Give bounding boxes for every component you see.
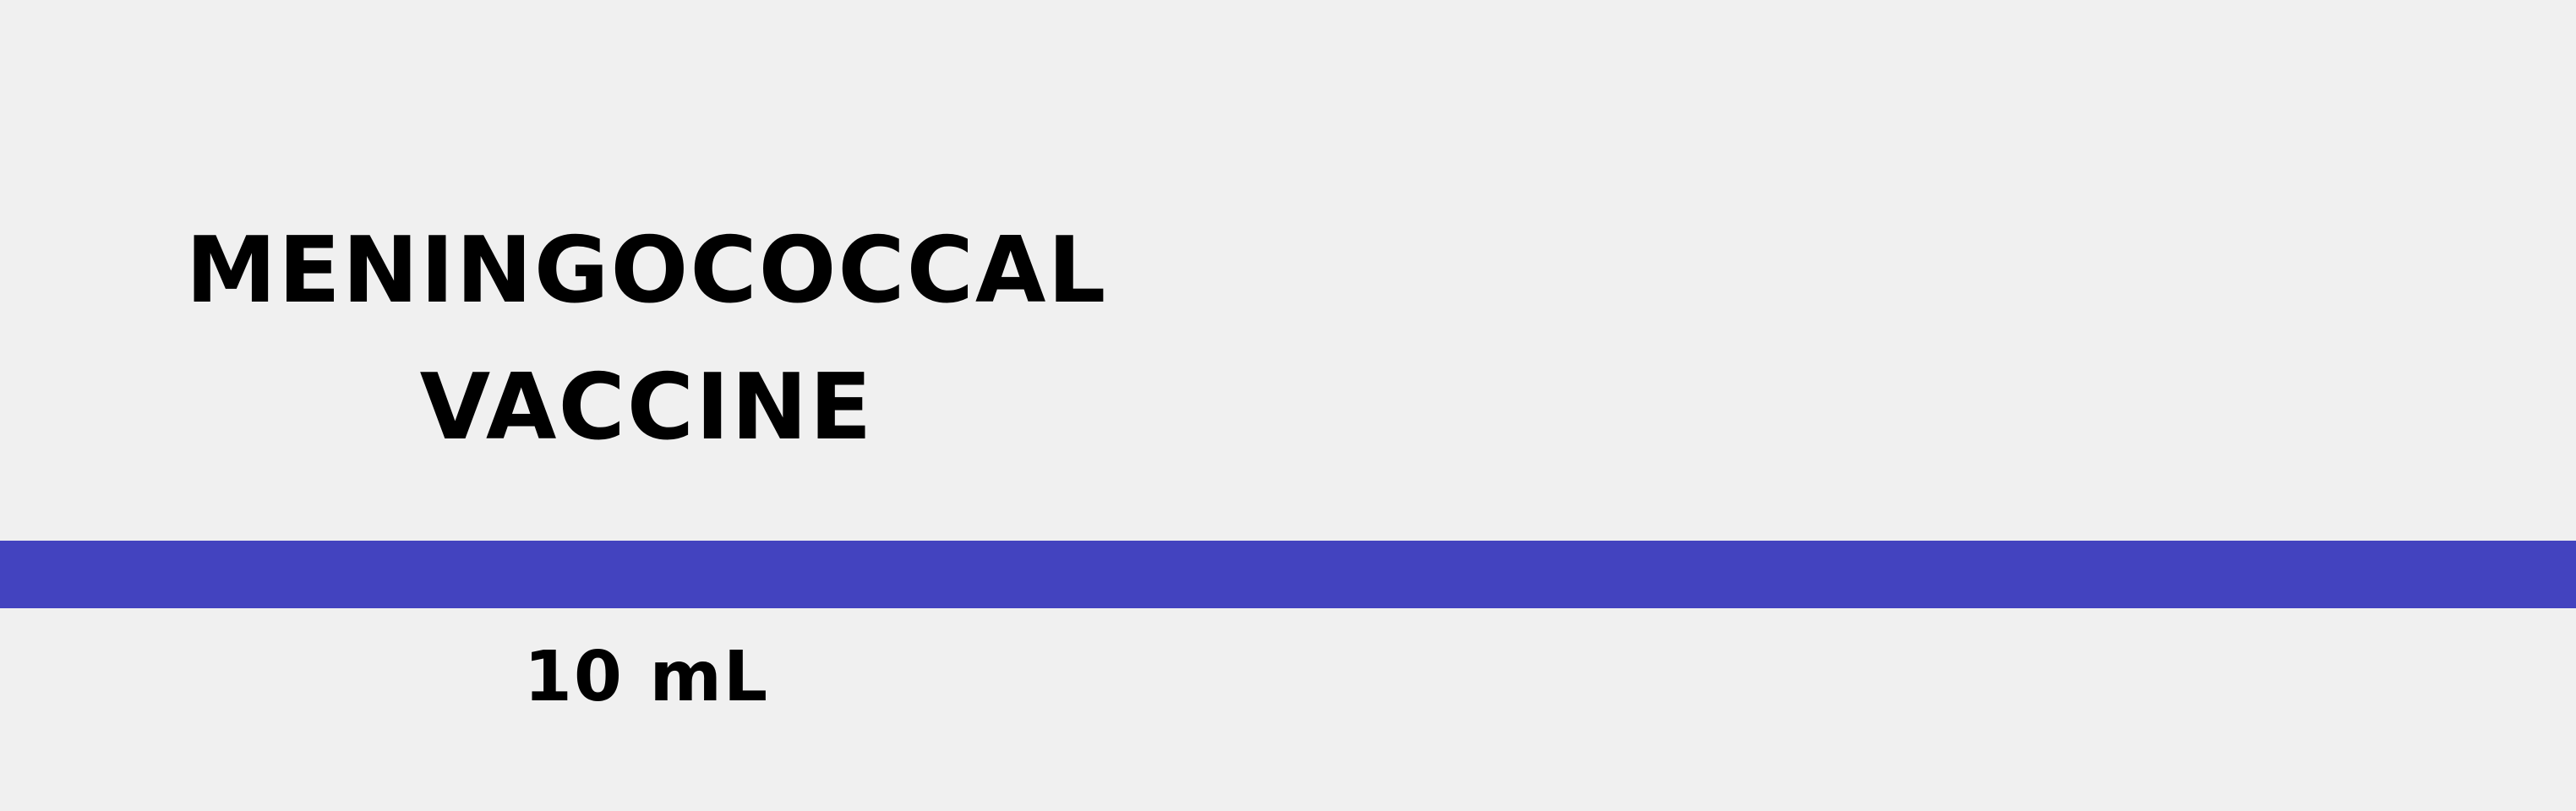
vaccine-name-line-2: VACCINE (419, 355, 874, 460)
vaccine-name: MENINGOCOCCAL VACCINE (0, 203, 1293, 476)
color-band (0, 541, 2576, 608)
vaccine-name-line-1: MENINGOCOCCAL (185, 218, 1108, 324)
volume-label: 10 mL (523, 637, 770, 717)
